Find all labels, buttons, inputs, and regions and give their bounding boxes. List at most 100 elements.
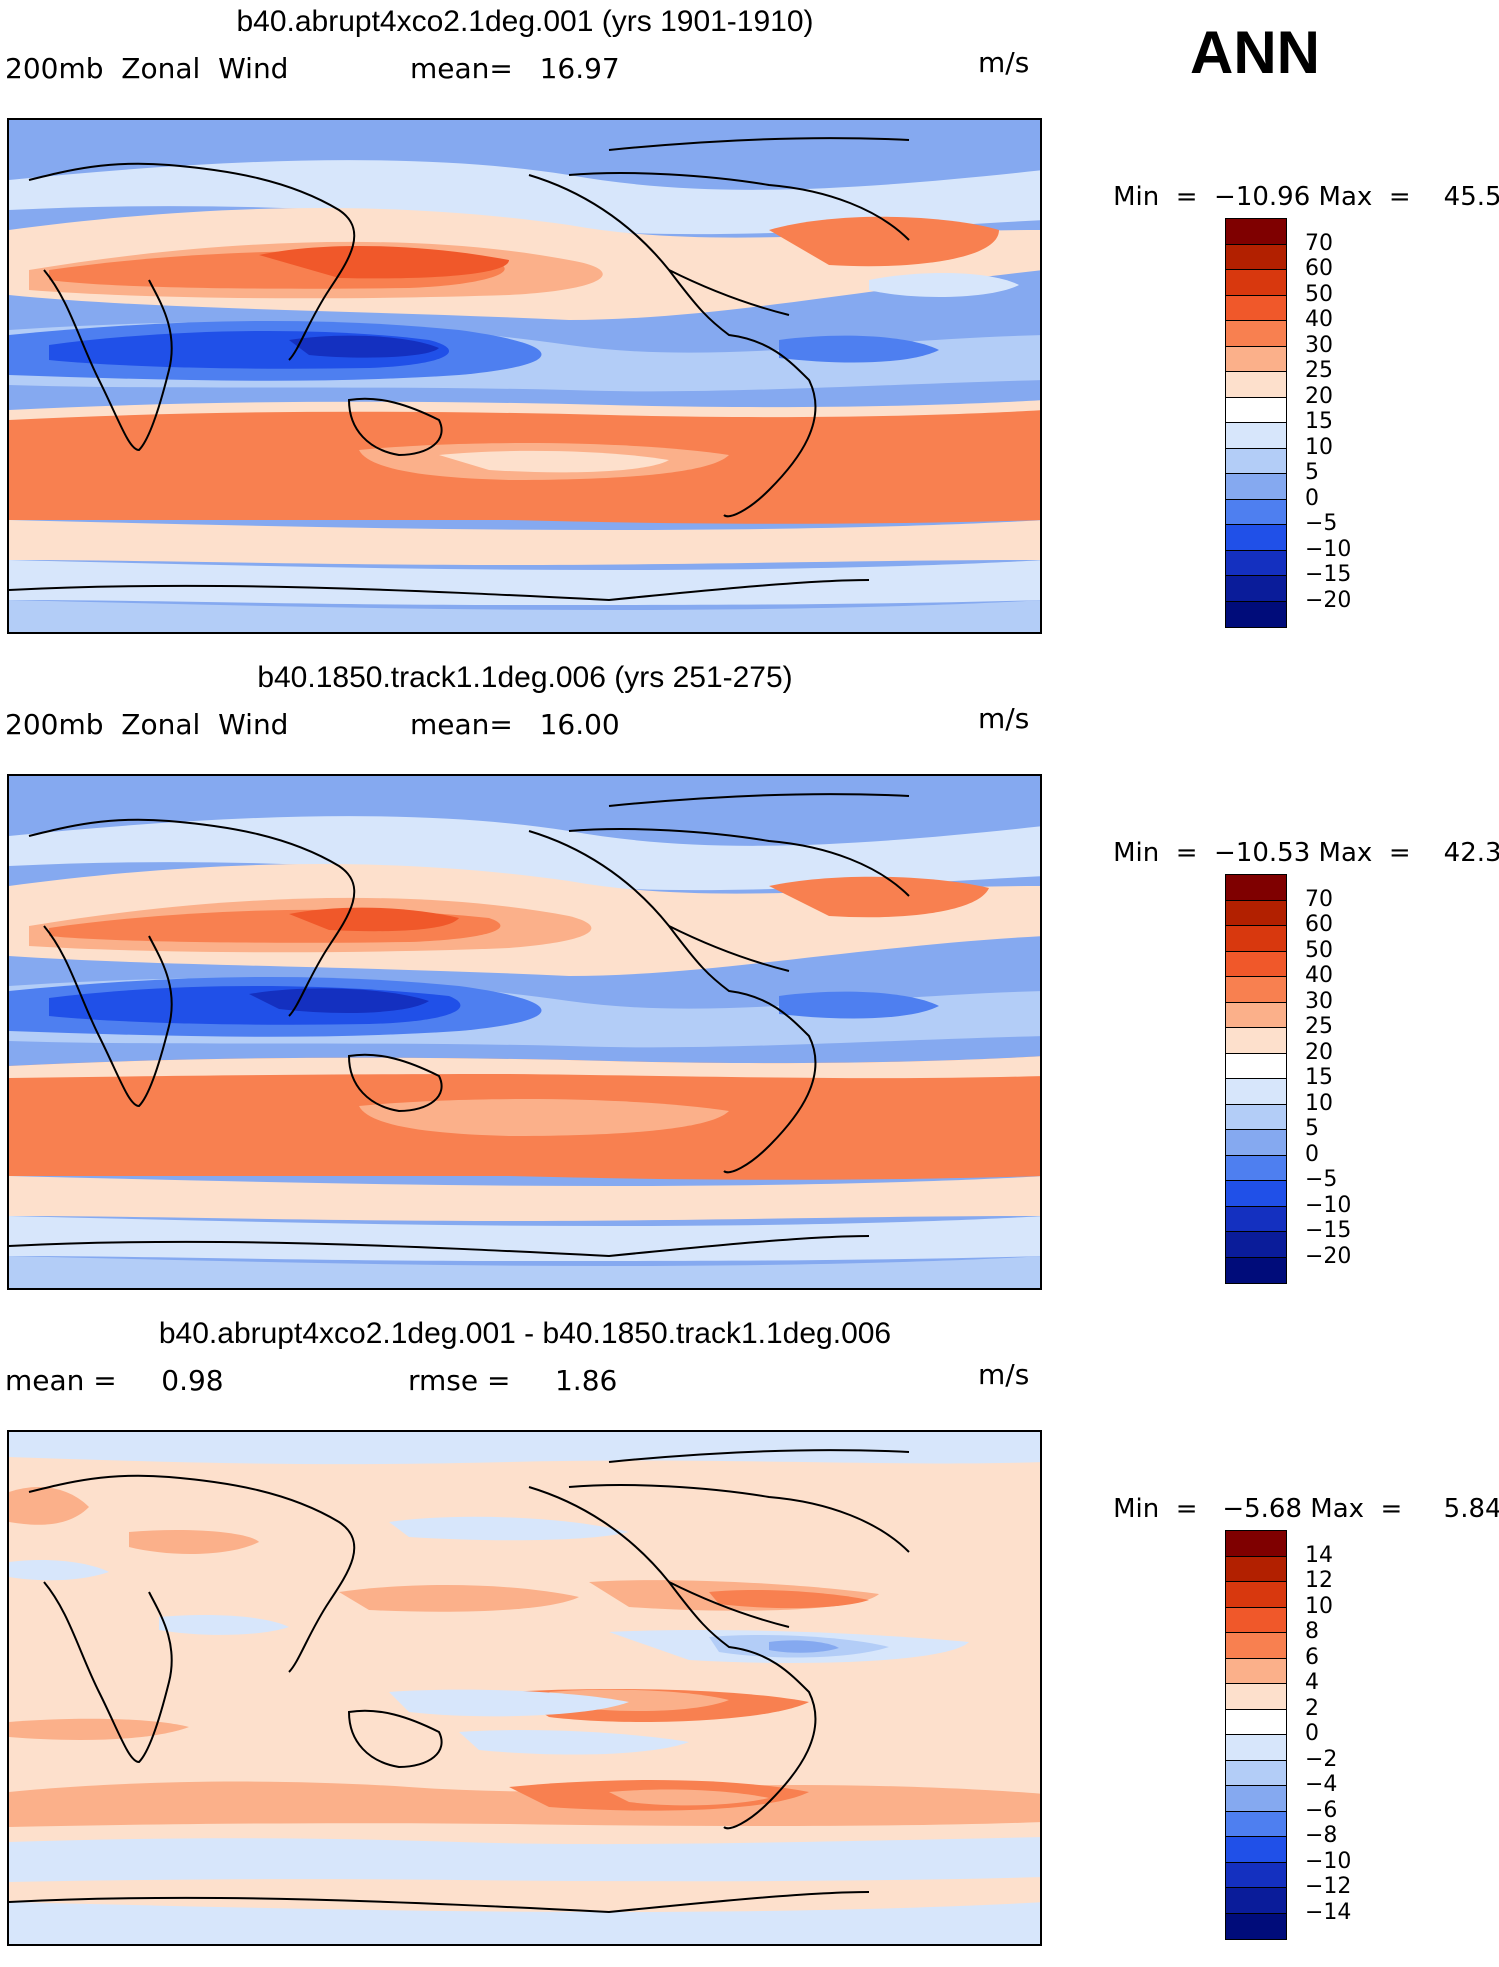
legend-tick-label: −20 — [1305, 1243, 1352, 1269]
legend-swatch — [1226, 1760, 1286, 1786]
legend-swatch — [1226, 1837, 1286, 1863]
legend-tick-label: 70 — [1305, 230, 1333, 256]
legend-tick-label: 25 — [1305, 1014, 1333, 1039]
legend-swatch — [1226, 1155, 1286, 1181]
legend-tick-label: 40 — [1305, 307, 1333, 332]
panel-abrupt4xco2: b40.abrupt4xco2.1deg.001 (yrs 1901-1910)… — [0, 0, 1499, 655]
max-value: 5.84 — [1443, 1494, 1499, 1524]
legend-tick-label: 20 — [1305, 1039, 1333, 1065]
legend-swatch — [1226, 372, 1286, 398]
max-value: 42.38 — [1443, 838, 1499, 868]
min-value: −5.68 — [1222, 1494, 1302, 1524]
color-legend — [1225, 218, 1287, 628]
legend-swatch — [1226, 1104, 1286, 1130]
legend-tick-label: −5 — [1305, 1167, 1338, 1192]
legend-tick-label: 0 — [1305, 1721, 1319, 1746]
legend-swatch — [1226, 900, 1286, 926]
legend-swatch — [1226, 474, 1286, 500]
legend-swatch — [1226, 1735, 1286, 1761]
legend-tick-label: −12 — [1305, 1874, 1352, 1899]
legend-tick-label: 60 — [1305, 912, 1333, 937]
legend-tick-label: −8 — [1305, 1823, 1338, 1848]
legend-swatch — [1226, 576, 1286, 602]
legend-tick-label: −10 — [1305, 1192, 1352, 1218]
legend-tick-label: 25 — [1305, 358, 1333, 383]
legend-swatch — [1226, 1130, 1286, 1156]
legend-swatch — [1226, 448, 1286, 474]
min-max-readout: Min = −5.68 Max = 5.84 — [1080, 1464, 1499, 1554]
legend-tick-label: 40 — [1305, 963, 1333, 988]
legend-tick-label: 10 — [1305, 434, 1333, 460]
legend-swatch — [1226, 1181, 1286, 1207]
zonal-wind-map — [7, 118, 1042, 634]
mean-value: mean= 16.00 — [410, 708, 620, 741]
units-label: m/s — [978, 1358, 1030, 1391]
legend-swatch — [1226, 1684, 1286, 1710]
legend-swatch — [1226, 1709, 1286, 1735]
legend-swatch — [1226, 397, 1286, 423]
legend-swatch — [1226, 270, 1286, 296]
legend-swatch — [1226, 219, 1286, 245]
legend-swatch — [1226, 1053, 1286, 1079]
min-value: −10.53 — [1214, 838, 1311, 868]
units-label: m/s — [978, 46, 1030, 79]
legend-swatch — [1226, 1913, 1286, 1939]
difference-map — [7, 1430, 1042, 1946]
rmse-value: rmse = 1.86 — [408, 1364, 618, 1397]
legend-tick-label: −10 — [1305, 536, 1352, 562]
legend-tick-label: 2 — [1305, 1695, 1319, 1721]
legend-tick-label: 14 — [1305, 1542, 1333, 1568]
legend-tick-label: 50 — [1305, 937, 1333, 963]
legend-tick-label: −15 — [1305, 562, 1352, 587]
legend-swatch — [1226, 1811, 1286, 1837]
season-label: ANN — [1190, 19, 1320, 86]
min-max-readout: Min = −10.53 Max = 42.38 — [1080, 808, 1499, 898]
legend-tick-label: −10 — [1305, 1848, 1352, 1874]
legend-tick-label: −5 — [1305, 511, 1338, 536]
legend-tick-label: 0 — [1305, 1141, 1319, 1167]
units-label: m/s — [978, 702, 1030, 735]
legend-swatch — [1226, 601, 1286, 627]
legend-swatch — [1226, 550, 1286, 576]
zonal-wind-map — [7, 774, 1042, 1290]
color-legend — [1225, 1530, 1287, 1940]
color-legend — [1225, 874, 1287, 1284]
legend-swatch — [1226, 1232, 1286, 1258]
legend-tick-label: 20 — [1305, 383, 1333, 409]
max-label: Max — [1318, 838, 1373, 868]
legend-tick-label: 50 — [1305, 281, 1333, 307]
legend-swatch — [1226, 1002, 1286, 1028]
panel-title: b40.abrupt4xco2.1deg.001 - b40.1850.trac… — [158, 1317, 892, 1350]
legend-swatch — [1226, 1028, 1286, 1054]
min-max-readout: Min = −10.96 Max = 45.53 — [1080, 152, 1499, 242]
legend-swatch — [1226, 1079, 1286, 1105]
legend-swatch — [1226, 875, 1286, 901]
panel-title: b40.1850.track1.1deg.006 (yrs 251-275) — [257, 661, 793, 694]
legend-swatch — [1226, 951, 1286, 977]
legend-swatch — [1226, 423, 1286, 449]
min-label: Min — [1113, 838, 1160, 868]
legend-tick-label: 70 — [1305, 886, 1333, 912]
legend-swatch — [1226, 1888, 1286, 1914]
variable-label: 200mb Zonal Wind — [5, 708, 289, 741]
legend-swatch — [1226, 346, 1286, 372]
legend-tick-label: −4 — [1305, 1772, 1338, 1797]
legend-tick-label: 10 — [1305, 1090, 1333, 1116]
legend-tick-label: 8 — [1305, 1619, 1319, 1644]
legend-swatch — [1226, 1786, 1286, 1812]
legend-tick-label: 0 — [1305, 485, 1319, 511]
legend-tick-label: −14 — [1305, 1899, 1352, 1925]
min-label: Min — [1113, 182, 1160, 212]
panel-1850-control: b40.1850.track1.1deg.006 (yrs 251-275) 2… — [0, 656, 1499, 1311]
min-label: Min — [1113, 1494, 1160, 1524]
legend-tick-label: 60 — [1305, 256, 1333, 281]
legend-swatch — [1226, 1257, 1286, 1283]
legend-swatch — [1226, 321, 1286, 347]
legend-tick-label: −6 — [1305, 1797, 1338, 1823]
legend-swatch — [1226, 295, 1286, 321]
legend-swatch — [1226, 1531, 1286, 1557]
legend-tick-label: 6 — [1305, 1644, 1319, 1670]
legend-swatch — [1226, 244, 1286, 270]
mean-value: mean = 0.98 — [5, 1364, 224, 1397]
legend-tick-label: 15 — [1305, 1065, 1333, 1090]
